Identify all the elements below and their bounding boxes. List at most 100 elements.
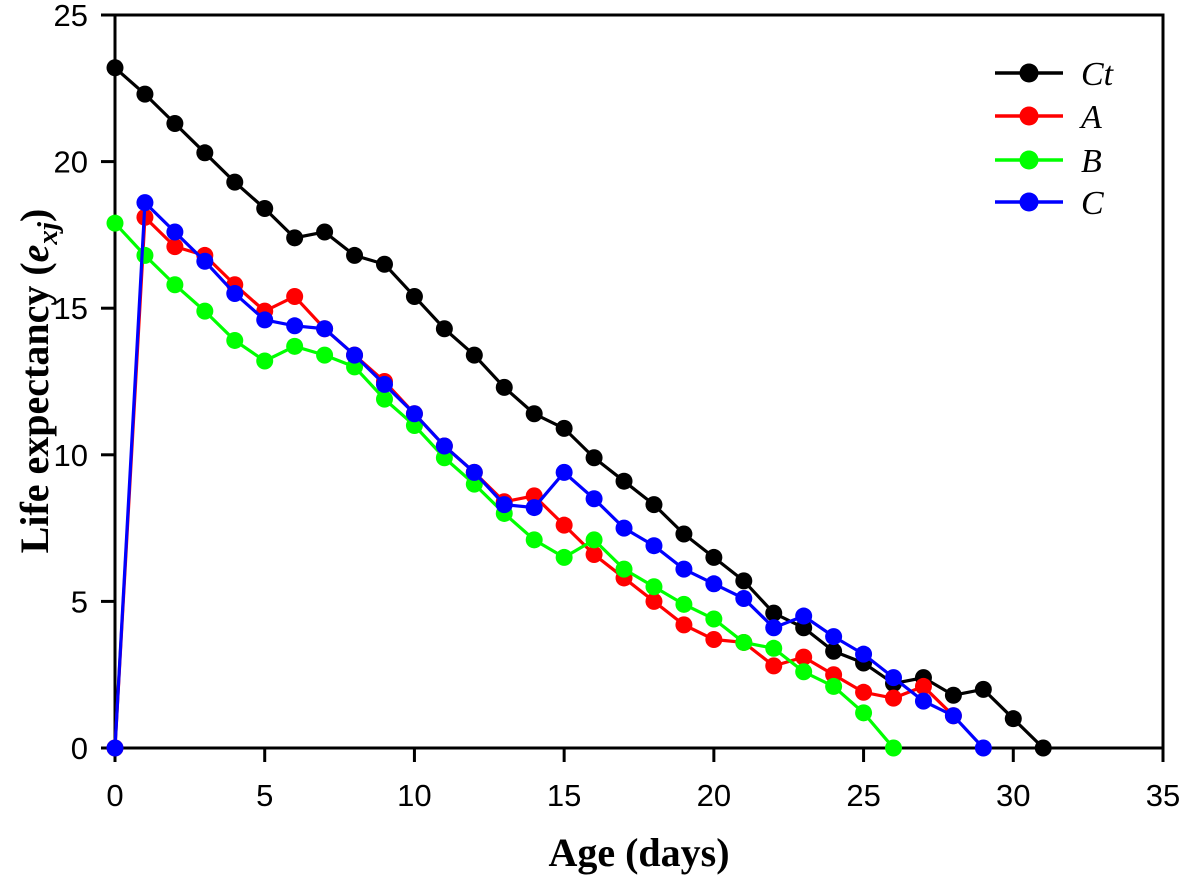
data-point-C (705, 575, 723, 593)
data-point-C (735, 589, 753, 607)
y-axis-title-subscript: xj (32, 221, 64, 246)
data-point-C (226, 285, 244, 303)
data-point-B (825, 677, 843, 695)
data-point-C (675, 560, 693, 578)
data-point-C (196, 252, 214, 270)
data-point-A (855, 683, 873, 701)
data-point-B (615, 560, 633, 578)
data-point-Ct (106, 59, 124, 77)
data-point-Ct (346, 246, 364, 264)
legend-item-B: B (995, 143, 1102, 180)
data-point-A (645, 592, 663, 610)
data-point-C (375, 375, 393, 393)
data-point-C (106, 739, 124, 757)
data-point-C (256, 311, 274, 329)
data-point-A (525, 487, 543, 505)
data-point-A (795, 648, 813, 666)
data-point-Ct (675, 525, 693, 543)
legend-marker-B (1019, 150, 1039, 170)
data-point-A (885, 689, 903, 707)
series-B (106, 214, 903, 757)
data-point-B (196, 302, 214, 320)
data-point-Ct (974, 680, 992, 698)
y-axis-title-variable: e (12, 245, 57, 263)
data-point-C (765, 619, 783, 637)
y-tick-label: 25 (54, 0, 88, 33)
data-point-C (914, 692, 932, 710)
y-axis-title-prefix: Life expectancy ( (12, 262, 57, 553)
data-point-Ct (316, 223, 334, 241)
data-point-B (316, 346, 334, 364)
data-point-B (136, 246, 154, 264)
data-point-B (645, 578, 663, 596)
data-point-A (555, 516, 573, 534)
data-point-Ct (555, 419, 573, 437)
series-C (106, 194, 992, 757)
y-tick-label: 10 (54, 438, 88, 473)
data-point-C (825, 628, 843, 646)
data-point-B (465, 475, 483, 493)
data-point-Ct (405, 287, 423, 305)
data-point-Ct (136, 85, 154, 103)
plot-frame (113, 13, 1165, 750)
data-point-A (914, 677, 932, 695)
legend-label-C: C (1081, 185, 1104, 222)
data-point-B (795, 663, 813, 681)
data-point-C (495, 496, 513, 514)
data-point-B (256, 352, 274, 370)
data-point-Ct (1034, 739, 1052, 757)
axis-tick-labels: 0 5 10 15 20 25 30 35 0 5 10 15 20 25 (54, 0, 1181, 813)
legend-marker-Ct (1019, 63, 1039, 83)
data-point-B (435, 449, 453, 467)
axis-ticks (101, 13, 1165, 762)
y-axis-title: Life expectancy (exj) (12, 209, 64, 554)
data-point-Ct (465, 346, 483, 364)
x-axis-title: Age (days) (548, 830, 729, 875)
data-point-B (525, 531, 543, 549)
data-point-C (855, 645, 873, 663)
data-point-C (885, 669, 903, 687)
x-tick-label: 5 (256, 778, 273, 813)
data-point-Ct (615, 472, 633, 490)
data-point-A (585, 545, 603, 563)
data-point-C (615, 519, 633, 537)
data-point-A (286, 287, 304, 305)
legend-item-Ct: Ct (995, 56, 1115, 93)
data-point-C (645, 537, 663, 555)
legend-label-B: B (1081, 143, 1102, 180)
y-tick-label: 0 (71, 731, 88, 766)
legend-label-Ct: Ct (1081, 56, 1115, 93)
data-point-C (435, 437, 453, 455)
data-point-C (555, 463, 573, 481)
data-point-B (375, 390, 393, 408)
data-point-B (226, 331, 244, 349)
data-point-Ct (495, 378, 513, 396)
data-point-Ct (286, 229, 304, 247)
data-point-Ct (825, 642, 843, 660)
data-series-group (106, 59, 1052, 757)
data-point-A (825, 666, 843, 684)
x-tick-label: 25 (846, 778, 880, 813)
data-point-C (166, 223, 184, 241)
data-point-C (944, 707, 962, 725)
data-point-C (525, 499, 543, 517)
legend-marker-C (1019, 192, 1039, 212)
data-point-B (106, 214, 124, 232)
data-point-Ct (585, 449, 603, 467)
legend: Ct ABC (995, 56, 1115, 222)
data-point-Ct (196, 144, 214, 162)
y-tick-label: 20 (54, 145, 88, 180)
data-point-C (136, 194, 154, 212)
y-tick-label: 5 (71, 584, 88, 619)
y-tick-label: 15 (54, 291, 88, 326)
data-point-B (555, 548, 573, 566)
x-tick-label: 0 (106, 778, 123, 813)
data-point-C (346, 346, 364, 364)
data-point-Ct (795, 619, 813, 637)
legend-item-A: A (995, 99, 1102, 136)
data-point-Ct (735, 572, 753, 590)
data-point-B (735, 633, 753, 651)
